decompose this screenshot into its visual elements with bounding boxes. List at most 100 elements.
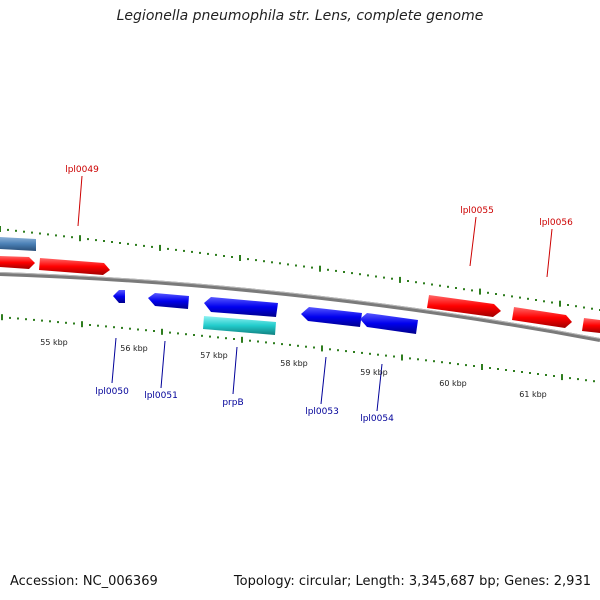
inner-tick-minor <box>145 329 147 332</box>
outer-tick-minor <box>287 263 289 266</box>
leader-lpl0051 <box>160 340 166 389</box>
outer-tick-minor <box>87 238 89 241</box>
outer-tick-minor <box>359 273 361 276</box>
inner-tick-minor <box>425 359 427 362</box>
inner-tick-major <box>481 364 483 370</box>
inner-tick-minor <box>353 351 355 353</box>
inner-tick-minor <box>233 338 235 340</box>
outer-tick-major <box>239 255 241 261</box>
outer-tick-minor <box>183 249 185 252</box>
outer-tick-minor <box>15 229 17 232</box>
outer-tick-minor <box>375 275 377 278</box>
outer-tick-minor <box>535 299 537 301</box>
scale-label-55kbp: 55 kbp <box>40 338 68 347</box>
inner-tick-minor <box>89 324 91 326</box>
gene-label-lpl0056: lpl0056 <box>539 218 573 228</box>
outer-tick-minor <box>511 295 513 298</box>
inner-tick-minor <box>209 335 211 338</box>
inner-tick-minor <box>49 320 51 323</box>
inner-tick-minor <box>417 358 419 361</box>
gene-arrow-other <box>0 237 36 251</box>
inner-tick-minor <box>369 352 371 355</box>
gene-arrow-forward <box>0 256 35 269</box>
map-title: Legionella pneumophila str. Lens, comple… <box>116 8 484 24</box>
inner-tick-minor <box>57 321 59 324</box>
inner-tick-minor <box>225 337 227 340</box>
genome-backbone-highlight <box>0 272 600 339</box>
inner-tick-minor <box>289 343 291 346</box>
outer-tick-minor <box>7 228 9 231</box>
outer-tick-minor <box>439 284 441 287</box>
inner-tick-minor <box>217 336 219 339</box>
outer-tick-minor <box>503 294 505 297</box>
outer-tick-minor <box>95 239 97 242</box>
inner-tick-minor <box>449 362 451 365</box>
inner-tick-minor <box>545 374 547 376</box>
outer-tick-minor <box>215 253 217 256</box>
outer-tick-minor <box>543 300 545 303</box>
leader-lpl0053 <box>320 356 327 405</box>
outer-tick-minor <box>143 244 145 247</box>
inner-tick-major <box>401 354 403 361</box>
outer-tick-minor <box>151 245 153 248</box>
gene-label-lpl0051: lpl0051 <box>144 391 178 401</box>
outer-tick-major <box>479 288 481 295</box>
inner-tick-minor <box>529 372 531 374</box>
outer-tick-minor <box>111 241 113 243</box>
outer-tick-minor <box>255 259 257 262</box>
inner-tick-minor <box>105 325 107 328</box>
inner-tick-major <box>161 328 163 335</box>
inner-tick-minor <box>345 350 347 353</box>
inner-tick-minor <box>337 349 339 352</box>
outer-tick-minor <box>327 268 329 271</box>
outer-tick-minor <box>223 255 225 257</box>
inner-tick-minor <box>377 353 379 356</box>
outer-tick-minor <box>127 242 129 245</box>
outer-tick-minor <box>455 287 457 289</box>
outer-tick-minor <box>431 283 433 286</box>
outer-tick-minor <box>487 291 489 294</box>
inner-tick-ring <box>1 314 595 383</box>
outer-tick-minor <box>135 243 137 246</box>
outer-tick-minor <box>343 271 345 273</box>
outer-tick-minor <box>167 247 169 250</box>
inner-tick-minor <box>329 348 331 351</box>
outer-tick-minor <box>103 240 105 242</box>
scale-label-58kbp: 58 kbp <box>280 359 308 368</box>
gene-arrow-lpl0051 <box>148 293 189 309</box>
outer-tick-minor <box>295 264 297 267</box>
inner-tick-major <box>561 374 563 381</box>
outer-tick-minor <box>351 272 353 275</box>
inner-tick-minor <box>473 365 475 367</box>
inner-tick-minor <box>593 380 595 383</box>
gene-arrow-prpB <box>203 316 276 335</box>
gene-arrow-lpl0056 <box>512 307 572 328</box>
inner-tick-minor <box>553 375 555 377</box>
gene-label-lpl0054: lpl0054 <box>360 414 394 424</box>
inner-tick-minor <box>273 342 275 345</box>
outer-tick-minor <box>575 305 577 308</box>
outer-tick-ring <box>0 226 600 311</box>
inner-tick-minor <box>9 316 11 319</box>
inner-tick-minor <box>585 379 587 382</box>
leader-lpl0049 <box>77 175 83 227</box>
outer-tick-minor <box>247 258 249 261</box>
inner-tick-minor <box>505 369 507 371</box>
outer-tick-major <box>159 244 161 251</box>
inner-tick-minor <box>281 343 283 346</box>
leader-lpl0055 <box>469 216 477 267</box>
inner-tick-minor <box>97 324 99 327</box>
outer-tick-minor <box>207 252 209 255</box>
inner-tick-minor <box>457 363 459 366</box>
outer-tick-minor <box>335 269 337 272</box>
inner-tick-major <box>241 336 243 343</box>
outer-tick-minor <box>271 261 273 264</box>
inner-tick-minor <box>65 321 67 324</box>
leader-lpl0054 <box>376 363 383 412</box>
inner-tick-minor <box>249 339 251 342</box>
gene-arrow-lpl0055 <box>427 295 501 317</box>
inner-tick-minor <box>121 326 123 329</box>
inner-tick-minor <box>465 364 467 367</box>
outer-tick-minor <box>407 280 409 282</box>
